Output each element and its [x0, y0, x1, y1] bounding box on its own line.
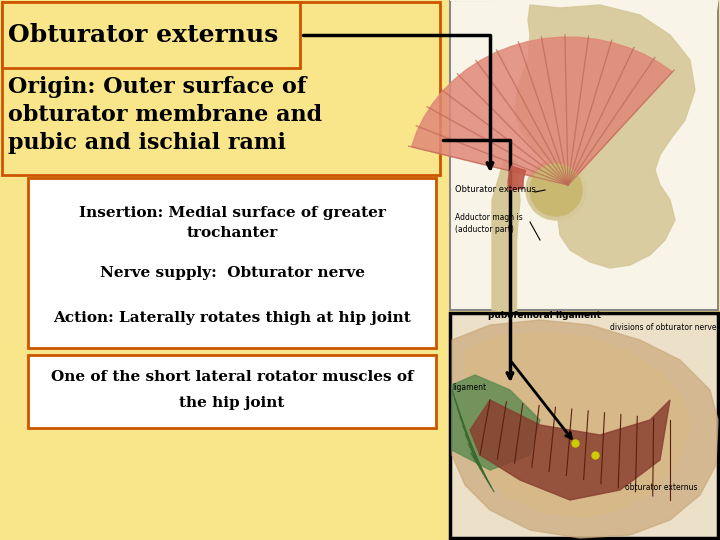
Polygon shape: [465, 332, 690, 518]
Text: ligament: ligament: [452, 383, 486, 392]
Text: trochanter: trochanter: [186, 226, 278, 240]
Polygon shape: [470, 400, 670, 500]
Text: pubofemoral ligament: pubofemoral ligament: [488, 311, 601, 320]
Polygon shape: [515, 5, 695, 268]
Text: (adductor part): (adductor part): [455, 225, 514, 234]
Circle shape: [526, 160, 586, 220]
Polygon shape: [450, 0, 718, 30]
Bar: [450, 313, 718, 538]
Text: Nerve supply:  Obturator nerve: Nerve supply: Obturator nerve: [99, 266, 364, 280]
Polygon shape: [412, 37, 672, 185]
Text: Origin: Outer surface of
obturator membrane and
pubic and ischial rami: Origin: Outer surface of obturator membr…: [8, 76, 322, 154]
Text: Adductor magn is: Adductor magn is: [455, 213, 523, 222]
Text: One of the short lateral rotator muscles of: One of the short lateral rotator muscles…: [50, 370, 413, 384]
Text: divisions of obturator nerve: divisions of obturator nerve: [610, 323, 716, 332]
Polygon shape: [492, 160, 520, 310]
Text: obturator externus: obturator externus: [625, 483, 698, 492]
Text: Obturator externus: Obturator externus: [8, 23, 278, 47]
Text: Action: Laterally rotates thigh at hip joint: Action: Laterally rotates thigh at hip j…: [53, 311, 411, 325]
Polygon shape: [452, 375, 540, 470]
Text: Insertion: Medial surface of greater: Insertion: Medial surface of greater: [78, 206, 385, 220]
Bar: [28, 355, 436, 428]
Bar: [450, 0, 718, 310]
Text: the hip joint: the hip joint: [179, 396, 284, 410]
Bar: [496, 200, 516, 310]
Bar: [2, 2, 440, 175]
Text: Obturator externus: Obturator externus: [455, 185, 536, 194]
Bar: [2, 2, 300, 68]
Polygon shape: [452, 320, 718, 538]
Bar: [28, 178, 436, 348]
Circle shape: [530, 164, 582, 216]
Polygon shape: [508, 166, 526, 190]
